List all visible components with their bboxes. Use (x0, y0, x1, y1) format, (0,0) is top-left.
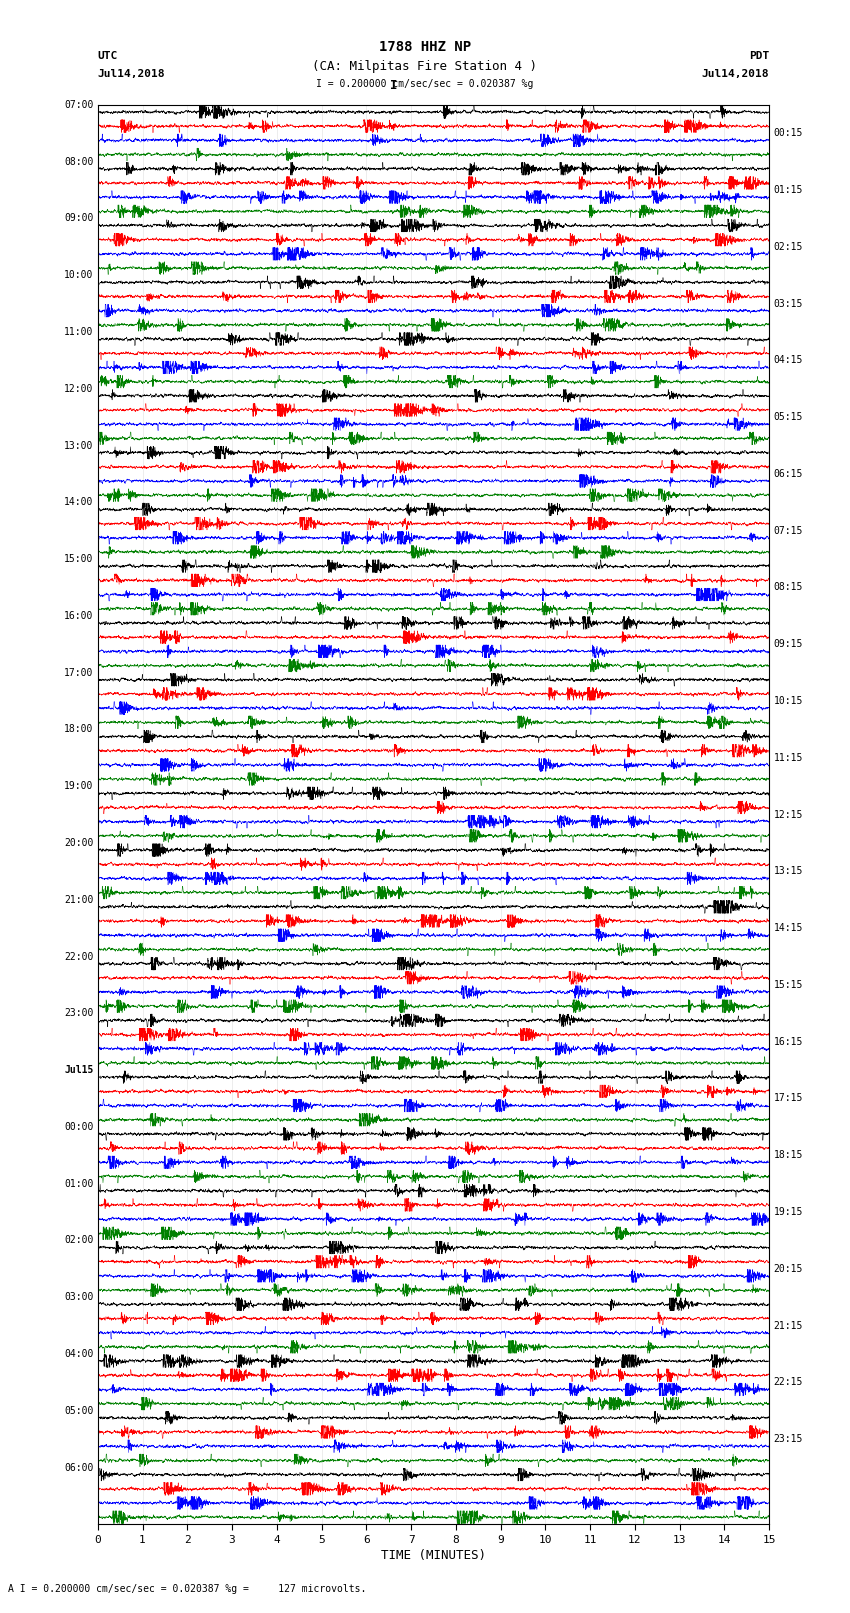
Text: 13:00: 13:00 (64, 440, 94, 450)
X-axis label: TIME (MINUTES): TIME (MINUTES) (381, 1548, 486, 1561)
Text: 10:00: 10:00 (64, 271, 94, 281)
Text: Jul14,2018: Jul14,2018 (98, 69, 165, 79)
Text: 04:00: 04:00 (64, 1348, 94, 1358)
Text: 11:15: 11:15 (774, 753, 803, 763)
Text: 14:00: 14:00 (64, 497, 94, 506)
Text: 1788 HHZ NP: 1788 HHZ NP (379, 40, 471, 55)
Text: 10:15: 10:15 (774, 697, 803, 706)
Text: 11:00: 11:00 (64, 327, 94, 337)
Text: 13:15: 13:15 (774, 866, 803, 876)
Text: 04:15: 04:15 (774, 355, 803, 365)
Text: 16:15: 16:15 (774, 1037, 803, 1047)
Text: I = 0.200000 cm/sec/sec = 0.020387 %g: I = 0.200000 cm/sec/sec = 0.020387 %g (316, 79, 534, 89)
Text: 09:15: 09:15 (774, 639, 803, 648)
Text: 15:15: 15:15 (774, 981, 803, 990)
Text: 08:00: 08:00 (64, 156, 94, 166)
Text: 03:00: 03:00 (64, 1292, 94, 1302)
Text: 23:15: 23:15 (774, 1434, 803, 1444)
Text: 20:15: 20:15 (774, 1265, 803, 1274)
Text: 09:00: 09:00 (64, 213, 94, 223)
Text: 19:15: 19:15 (774, 1207, 803, 1216)
Text: 03:15: 03:15 (774, 298, 803, 308)
Text: Jul14,2018: Jul14,2018 (702, 69, 769, 79)
Text: 18:00: 18:00 (64, 724, 94, 734)
Text: 17:15: 17:15 (774, 1094, 803, 1103)
Text: A I = 0.200000 cm/sec/sec = 0.020387 %g =     127 microvolts.: A I = 0.200000 cm/sec/sec = 0.020387 %g … (8, 1584, 367, 1594)
Text: 00:15: 00:15 (774, 129, 803, 139)
Text: (CA: Milpitas Fire Station 4 ): (CA: Milpitas Fire Station 4 ) (313, 60, 537, 73)
Text: 23:00: 23:00 (64, 1008, 94, 1018)
Text: 07:00: 07:00 (64, 100, 94, 110)
Text: 15:00: 15:00 (64, 555, 94, 565)
Text: 17:00: 17:00 (64, 668, 94, 677)
Text: 05:00: 05:00 (64, 1407, 94, 1416)
Text: PDT: PDT (749, 52, 769, 61)
Text: UTC: UTC (98, 52, 118, 61)
Text: 21:15: 21:15 (774, 1321, 803, 1331)
Text: 00:00: 00:00 (64, 1123, 94, 1132)
Text: 21:00: 21:00 (64, 895, 94, 905)
Text: 02:00: 02:00 (64, 1236, 94, 1245)
Text: 22:00: 22:00 (64, 952, 94, 961)
Text: Jul15: Jul15 (64, 1065, 94, 1074)
Text: I: I (390, 79, 397, 92)
Text: 19:00: 19:00 (64, 781, 94, 790)
Text: 18:15: 18:15 (774, 1150, 803, 1160)
Text: 20:00: 20:00 (64, 839, 94, 848)
Text: 12:15: 12:15 (774, 810, 803, 819)
Text: 22:15: 22:15 (774, 1378, 803, 1387)
Text: 01:00: 01:00 (64, 1179, 94, 1189)
Text: 08:15: 08:15 (774, 582, 803, 592)
Text: 07:15: 07:15 (774, 526, 803, 536)
Text: 05:15: 05:15 (774, 413, 803, 423)
Text: 06:00: 06:00 (64, 1463, 94, 1473)
Text: 16:00: 16:00 (64, 611, 94, 621)
Text: 14:15: 14:15 (774, 923, 803, 932)
Text: 01:15: 01:15 (774, 185, 803, 195)
Text: 12:00: 12:00 (64, 384, 94, 394)
Text: 06:15: 06:15 (774, 469, 803, 479)
Text: 02:15: 02:15 (774, 242, 803, 252)
